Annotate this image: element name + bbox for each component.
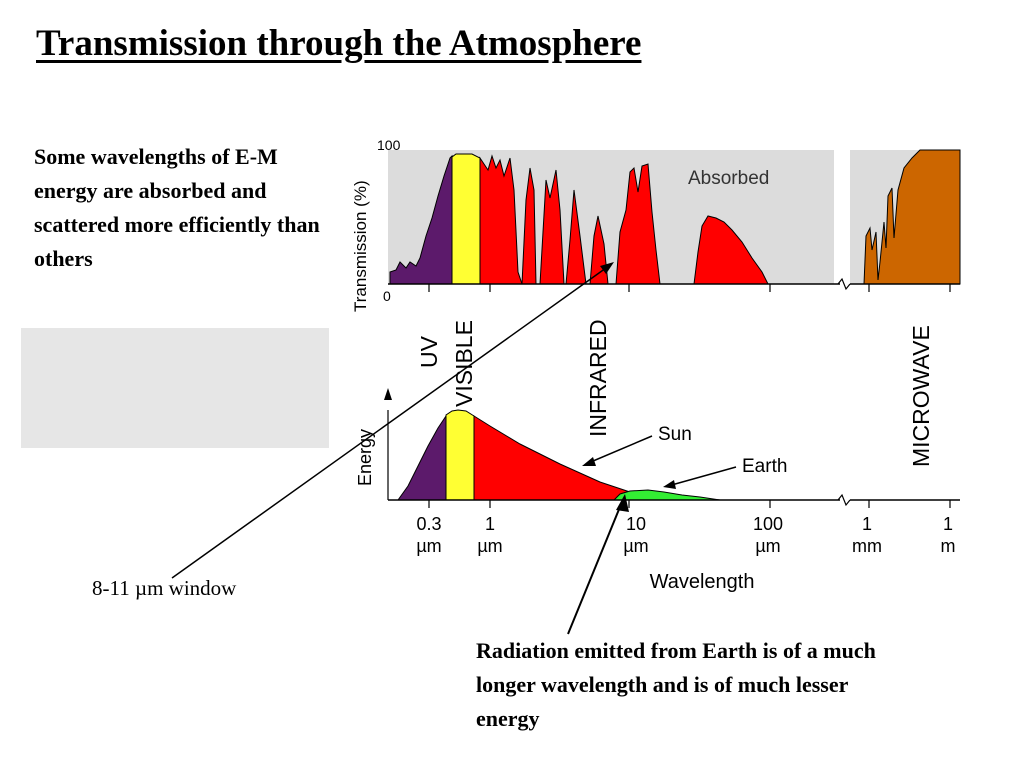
energy-ticks [428, 500, 951, 508]
tick-label-0-3um-value: 0.3 [416, 514, 441, 534]
sun-curve-visible-area [445, 409, 475, 501]
tick-label-10um-unit: µm [623, 536, 648, 556]
transmission-chart: Transmission (%) 100 0 Absorbed [351, 137, 961, 312]
tick-label-1m-unit: m [941, 536, 956, 556]
transmission-y-axis-label: Transmission (%) [351, 180, 370, 312]
tick-label-100um-unit: µm [755, 536, 780, 556]
window-arrow-line [171, 267, 607, 579]
window-arrow-head [600, 262, 614, 274]
energy-y-axis-label: Energy [355, 429, 375, 486]
tick-label-0-3um-unit: µm [416, 536, 441, 556]
infrared-transmission-area-1 [479, 154, 523, 285]
earth-note-arrow-line [567, 501, 623, 635]
earth-curve-area [612, 489, 721, 501]
sun-curve-uv-area [397, 414, 447, 501]
earth-note-arrow-head [616, 494, 629, 512]
transmission-y-min-label: 0 [383, 288, 391, 304]
wavelength-axis-label: Wavelength [650, 571, 755, 593]
energy-chart: Energy Sun Earth 0.3 µm 1 µm 10 µm 100 [355, 388, 960, 593]
energy-y-axis-arrowhead [384, 388, 392, 400]
tick-label-1um-value: 1 [485, 514, 495, 534]
transmission-ticks [428, 284, 951, 292]
gray-placeholder-box [21, 328, 329, 448]
uv-transmission-area [389, 154, 453, 285]
axis-break-top [837, 277, 851, 291]
earth-pointer [667, 466, 737, 487]
infrared-transmission-area-6 [615, 163, 661, 285]
axis-break-bottom [837, 493, 851, 507]
earth-annotation: Radiation emitted from Earth is of a muc… [476, 638, 876, 731]
band-label-microwave: MICROWAVE [908, 325, 934, 467]
band-label-infrared: INFRARED [585, 319, 611, 437]
tick-label-1mm-unit: mm [852, 536, 882, 556]
earth-label: Earth [742, 456, 787, 477]
tick-label-1um-unit: µm [477, 536, 502, 556]
microwave-transmission-area [863, 149, 961, 285]
tick-label-100um-value: 100 [753, 514, 783, 534]
band-label-uv: UV [416, 335, 442, 368]
sun-pointer-arrowhead [582, 457, 596, 466]
absorbed-label: Absorbed [688, 168, 769, 189]
tick-label-10um-value: 10 [626, 514, 646, 534]
tick-label-1m-value: 1 [943, 514, 953, 534]
transmission-y-max-label: 100 [377, 137, 401, 153]
sun-pointer [585, 435, 653, 465]
earth-pointer-arrowhead [663, 480, 676, 489]
intro-text: Some wavelengths of E-M energy are absor… [34, 144, 320, 271]
sun-label: Sun [658, 424, 692, 445]
slide-title: Transmission through the Atmosphere [36, 23, 642, 64]
infrared-transmission-area-7 [693, 215, 769, 285]
visible-transmission-area [451, 153, 481, 285]
window-annotation: 8-11 µm window [92, 576, 237, 600]
wavelength-tick-labels: 0.3 µm 1 µm 10 µm 100 µm 1 mm 1 m [416, 514, 955, 556]
tick-label-1mm-value: 1 [862, 514, 872, 534]
